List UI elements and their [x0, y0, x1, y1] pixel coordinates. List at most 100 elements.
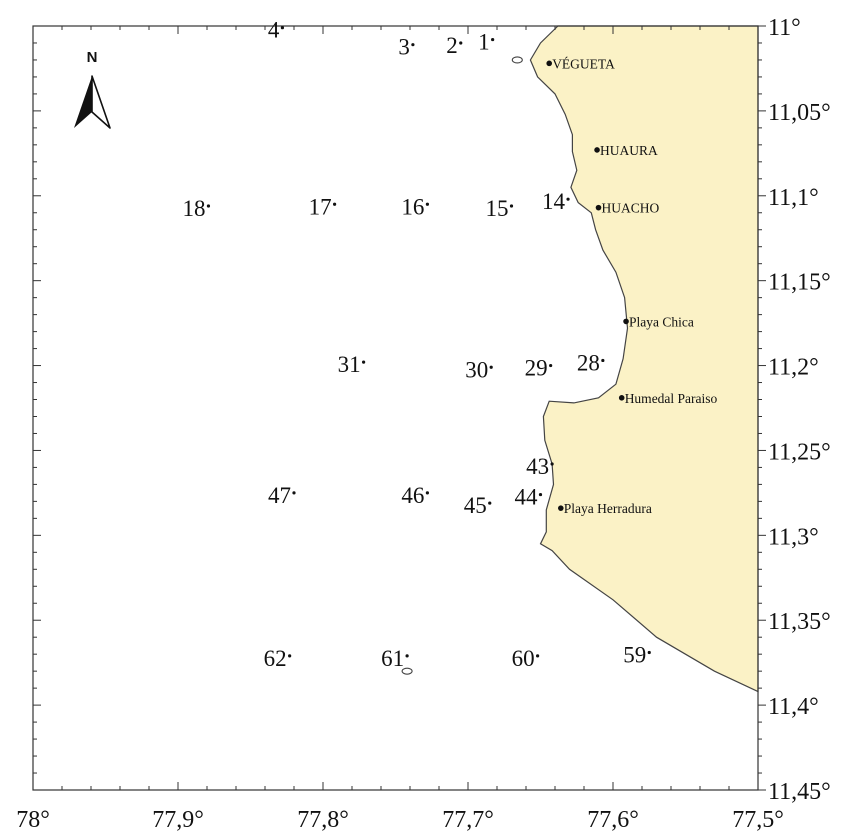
station-label: 47 [268, 483, 291, 508]
station-45: 45 [464, 493, 492, 518]
town-label: Playa Chica [629, 314, 694, 329]
lat-tick-label: 11,25° [768, 439, 831, 465]
town-point [595, 204, 602, 211]
station-point [647, 650, 651, 655]
town-point [594, 147, 600, 153]
station-18: 18 [182, 196, 211, 221]
station-label: 46 [401, 483, 424, 508]
lat-tick-label: 11° [768, 15, 801, 41]
islet [511, 56, 523, 64]
islet [401, 667, 413, 675]
station-label: 18 [182, 196, 205, 221]
station-point [411, 43, 415, 47]
town: VÉGUETA [546, 56, 615, 71]
town-label: HUACHO [602, 201, 660, 216]
lat-tick-label: 11,05° [768, 100, 831, 126]
town-point [618, 395, 625, 401]
station-point [206, 204, 211, 208]
station-label: 29 [525, 356, 548, 381]
station-label: 4 [268, 18, 280, 43]
station-point [280, 26, 284, 30]
lat-tick-label: 11,2° [768, 355, 819, 381]
station-point [459, 41, 463, 45]
station-30: 30 [465, 357, 493, 382]
station-3: 3 [398, 35, 415, 60]
town-point [546, 60, 552, 67]
town: Playa Herradura [558, 501, 652, 516]
town-label: VÉGUETA [552, 56, 615, 71]
station-1: 1 [478, 30, 495, 55]
town-label: HUAURA [600, 143, 658, 158]
lat-tick-label: 11,15° [768, 270, 831, 296]
north-arrow-icon: N [74, 49, 111, 129]
town-label: Humedal Paraiso [625, 391, 718, 406]
town-label: Playa Herradura [564, 501, 652, 516]
station-point [292, 491, 296, 495]
station-44: 44 [515, 485, 543, 510]
station-29: 29 [525, 356, 553, 381]
station-point [538, 492, 543, 497]
town: Humedal Paraiso [618, 391, 718, 406]
lon-tick-label: 77,5° [732, 807, 784, 833]
station-point [425, 491, 429, 495]
station-28: 28 [577, 350, 605, 375]
station-62: 62 [264, 646, 292, 671]
station-31: 31 [338, 352, 366, 377]
town: HUAURA [594, 143, 658, 158]
station-label: 17 [309, 194, 332, 219]
town-point [558, 505, 564, 511]
lat-tick-label: 11,35° [768, 609, 831, 635]
station-2: 2 [446, 33, 463, 58]
station-label: 62 [264, 646, 287, 671]
station-point [489, 365, 493, 369]
lat-tick-label: 11,3° [768, 524, 819, 550]
station-label: 31 [338, 352, 361, 377]
station-point [550, 462, 554, 466]
axis-ticks: 78° 77,9° 77,8° 77,7° 77,6° 77,5° 11° 11,05° 11,… [16, 15, 831, 833]
station-17: 17 [309, 194, 337, 219]
station-label: 14 [542, 189, 566, 214]
station-label: 30 [465, 357, 488, 382]
town: Playa Chica [623, 314, 694, 329]
station-point [536, 654, 540, 658]
station-60: 60 [512, 646, 540, 671]
station-label: 45 [464, 493, 487, 518]
islets [401, 56, 523, 675]
station-label: 44 [515, 485, 539, 510]
lon-tick-label: 77,9° [152, 807, 204, 833]
lon-tick-label: 77,7° [442, 807, 494, 833]
station-label: 28 [577, 350, 600, 375]
station-label: 2 [446, 33, 458, 58]
station-point [425, 202, 429, 206]
station-label: 15 [486, 196, 509, 221]
station-47: 47 [268, 483, 296, 508]
station-16: 16 [401, 194, 429, 219]
station-point [488, 501, 492, 505]
station-label: 16 [401, 194, 424, 219]
station-14: 14 [542, 189, 570, 214]
town: HUACHO [595, 201, 660, 216]
station-point [491, 37, 495, 42]
station-15: 15 [486, 196, 514, 221]
station-61: 61 [381, 646, 409, 671]
north-label: N [87, 49, 98, 66]
station-label: 1 [478, 30, 490, 55]
land-area [529, 25, 759, 693]
station-point [333, 202, 337, 206]
lon-tick-label: 78° [16, 807, 50, 833]
lon-tick-label: 77,8° [297, 807, 349, 833]
station-label: 61 [381, 646, 404, 671]
towns: VÉGUETA HUAURA HUACHO Playa Chica Humedal Pa… [546, 56, 718, 516]
station-point [601, 358, 605, 363]
station-46: 46 [401, 483, 429, 508]
station-label: 60 [512, 646, 535, 671]
lat-tick-label: 11,1° [768, 185, 819, 211]
lat-tick-label: 11,4° [768, 694, 819, 720]
station-point [362, 360, 366, 364]
station-point [509, 204, 514, 208]
station-4: 4 [268, 18, 284, 43]
station-label: 43 [526, 454, 549, 479]
station-point [549, 363, 553, 368]
